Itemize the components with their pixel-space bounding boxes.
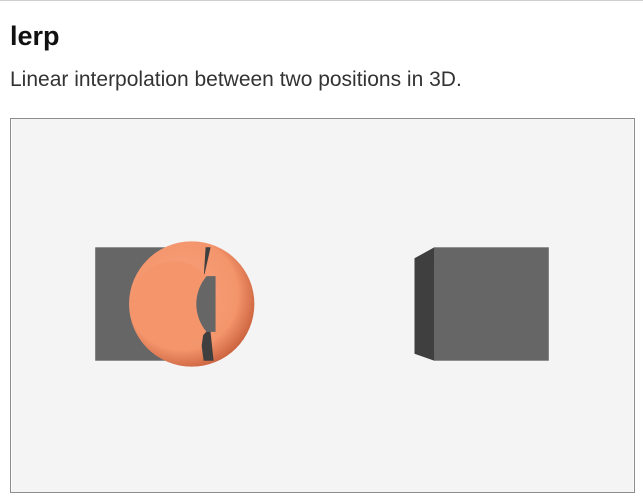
end-cube-side <box>414 247 435 361</box>
3d-viewport[interactable] <box>10 118 635 493</box>
start-cube-notch <box>196 276 216 332</box>
demo-title: lerp <box>10 21 60 51</box>
end-cube <box>434 247 549 361</box>
demo-description: Linear interpolation between two positio… <box>10 68 462 91</box>
start-cube-edge-top <box>203 247 212 279</box>
end-cube-group <box>414 247 549 361</box>
sphere-inner-cutout <box>131 261 217 347</box>
start-cube-edge-bottom <box>201 304 214 361</box>
scene-canvas[interactable] <box>11 119 634 492</box>
